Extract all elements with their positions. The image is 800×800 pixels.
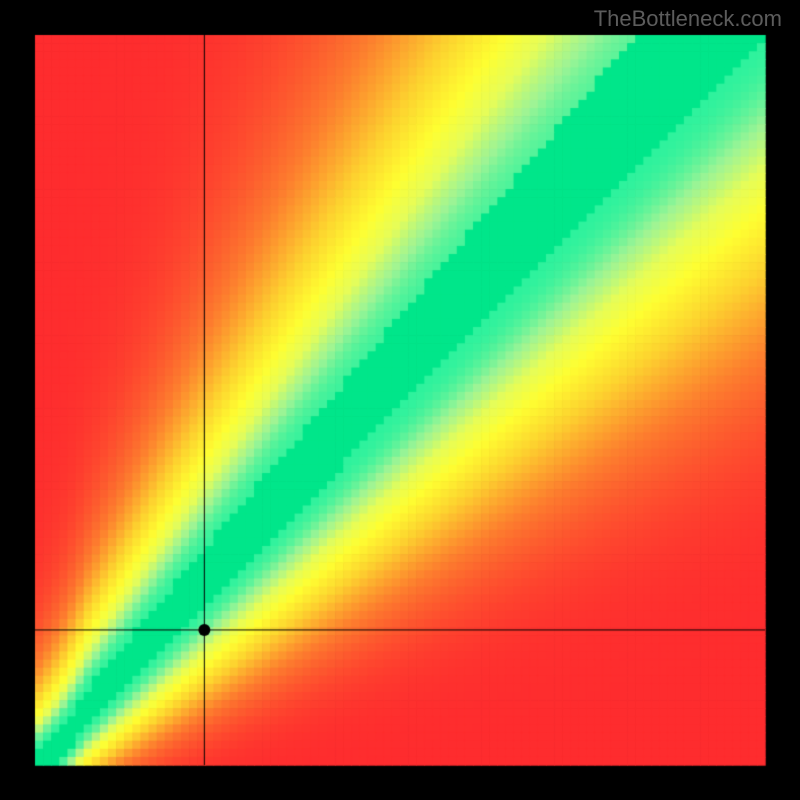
bottleneck-heatmap <box>0 0 800 800</box>
chart-container: TheBottleneck.com <box>0 0 800 800</box>
watermark-label: TheBottleneck.com <box>594 6 782 32</box>
